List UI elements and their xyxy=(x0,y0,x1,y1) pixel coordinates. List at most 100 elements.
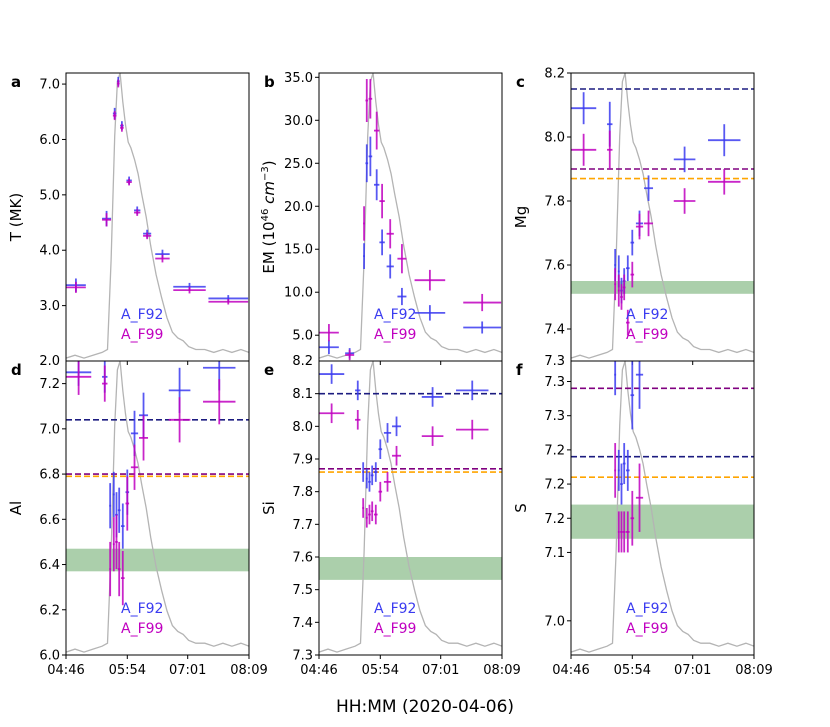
y-tick-label: 15.0 xyxy=(284,243,313,258)
data-point xyxy=(571,133,597,166)
panel-letter: d xyxy=(11,361,22,379)
data-point xyxy=(392,416,402,437)
series-a_f92 xyxy=(571,92,741,304)
panel-b: 5.0 10.0 15.0 20.0 25.0 30.0 35.0 b EM (1046 cm−… xyxy=(260,71,503,365)
plot-area xyxy=(319,73,502,361)
series-a_f99 xyxy=(614,443,644,553)
y-tick-label: 7.4 xyxy=(544,323,565,338)
data-point xyxy=(625,511,630,553)
series-a_f92 xyxy=(614,361,644,505)
y-tick-label: 30.0 xyxy=(284,114,313,129)
y-tick-label: 6.0 xyxy=(39,133,60,148)
panel-e: 7.3 7.4 7.5 7.6 7.7 7.8 7.9 8.0 8.1 8.2 04:46 05:54… xyxy=(260,354,521,678)
y-tick-label: 6.8 xyxy=(39,468,60,483)
y-tick-label: 8.1 xyxy=(292,387,313,402)
data-point xyxy=(635,463,644,532)
data-point xyxy=(392,445,402,466)
series-a_f92 xyxy=(66,361,236,549)
series-a_f99 xyxy=(319,403,489,528)
data-point xyxy=(630,261,635,288)
data-point xyxy=(463,321,502,334)
y-tick-label-top: 2.0 xyxy=(39,354,60,369)
data-point xyxy=(368,79,373,119)
data-point xyxy=(383,423,392,443)
data-point xyxy=(630,490,635,546)
data-point xyxy=(673,188,696,214)
panel-letter: b xyxy=(264,73,275,91)
legend-label-f99: A_F99 xyxy=(374,621,416,637)
y-tick-label: 7.3 xyxy=(292,649,313,664)
data-point xyxy=(319,340,339,355)
panel-frame xyxy=(65,360,250,656)
x-tick-label: 04:46 xyxy=(300,663,337,678)
data-point xyxy=(368,504,371,525)
y-tick-label: 6.4 xyxy=(39,558,60,573)
legend-label-f92: A_F92 xyxy=(626,601,668,617)
data-point xyxy=(617,449,620,491)
y-tick-label: 7.5 xyxy=(292,583,313,598)
data-point xyxy=(373,504,378,525)
data-point xyxy=(125,476,130,531)
data-point xyxy=(620,511,623,553)
data-point xyxy=(620,463,623,505)
lightcurve-line xyxy=(66,73,249,359)
data-point xyxy=(155,254,170,263)
data-point xyxy=(622,511,626,553)
data-point xyxy=(673,146,696,173)
legend-label-f92: A_F92 xyxy=(121,307,163,323)
data-point xyxy=(635,213,644,240)
data-point xyxy=(203,379,236,425)
data-point xyxy=(614,268,617,301)
y-tick-label: 5.0 xyxy=(292,329,313,344)
lightcurve-line xyxy=(571,73,754,359)
data-point xyxy=(397,244,407,274)
data-point xyxy=(168,397,191,443)
data-point xyxy=(130,444,139,490)
data-point xyxy=(368,472,371,492)
y-tick-label: 10.0 xyxy=(284,286,313,301)
y-tick-label: 8.0 xyxy=(292,420,313,435)
data-point xyxy=(607,130,613,169)
data-point xyxy=(625,309,630,336)
data-point xyxy=(644,175,654,201)
data-point xyxy=(617,511,620,553)
abundance-band xyxy=(319,557,502,580)
y-tick-label-top: 8.2 xyxy=(292,354,313,369)
plot-area xyxy=(66,73,249,359)
y-tick-label: 7.6 xyxy=(544,259,565,274)
data-point xyxy=(386,219,394,249)
data-point xyxy=(116,79,120,88)
data-point xyxy=(625,255,630,281)
x-tick-label: 07:01 xyxy=(422,663,459,678)
x-tick-label: 04:46 xyxy=(552,663,589,678)
x-tick-label: 05:54 xyxy=(614,663,651,678)
data-point xyxy=(373,111,380,150)
data-point xyxy=(365,79,369,123)
legend-label-f99: A_F99 xyxy=(121,621,163,637)
legend-label-f99: A_F99 xyxy=(626,327,668,343)
data-point xyxy=(109,541,112,597)
y-tick-label: 7.0 xyxy=(544,614,565,629)
panel-c: 7.4 7.6 7.8 8.0 8.2 c Mg A_F92 A_F99 xyxy=(512,67,755,365)
y-axis-label: Al xyxy=(7,501,25,515)
data-point xyxy=(630,361,635,430)
y-tick-label: 7.1 xyxy=(544,546,565,561)
y-axis-label: Si xyxy=(260,501,278,515)
data-point xyxy=(102,365,108,402)
panel-letter: a xyxy=(11,73,21,91)
data-point xyxy=(134,209,141,216)
y-tick-label: 4.0 xyxy=(39,244,60,259)
y-tick-label: 3.0 xyxy=(39,299,60,314)
data-point xyxy=(363,243,365,270)
data-point xyxy=(617,274,620,307)
data-point xyxy=(117,541,121,597)
data-point xyxy=(120,550,125,606)
data-point xyxy=(373,169,380,201)
series-a_f92 xyxy=(319,364,489,492)
x-tick-label: 08:09 xyxy=(483,663,520,678)
legend-label-f92: A_F92 xyxy=(374,307,416,323)
ylabel-close: ) xyxy=(260,160,278,166)
y-axis-label: S xyxy=(512,503,530,513)
data-point xyxy=(365,468,368,489)
data-point xyxy=(635,361,644,409)
